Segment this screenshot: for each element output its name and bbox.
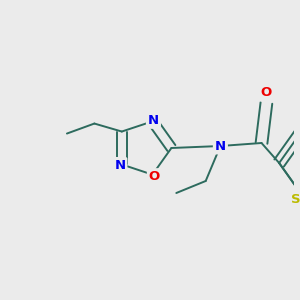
Text: O: O [149, 170, 160, 183]
Text: N: N [148, 114, 159, 127]
Text: S: S [291, 193, 300, 206]
Text: O: O [261, 86, 272, 100]
Text: N: N [114, 159, 125, 172]
Text: N: N [215, 140, 226, 152]
